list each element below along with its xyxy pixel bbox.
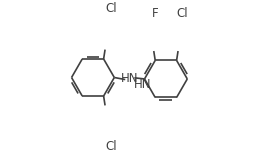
Text: Cl: Cl (105, 140, 117, 153)
Text: Cl: Cl (105, 2, 117, 15)
Text: Cl: Cl (176, 7, 188, 20)
Text: HN: HN (121, 72, 139, 85)
Text: HN: HN (134, 78, 152, 91)
Text: F: F (152, 7, 158, 20)
